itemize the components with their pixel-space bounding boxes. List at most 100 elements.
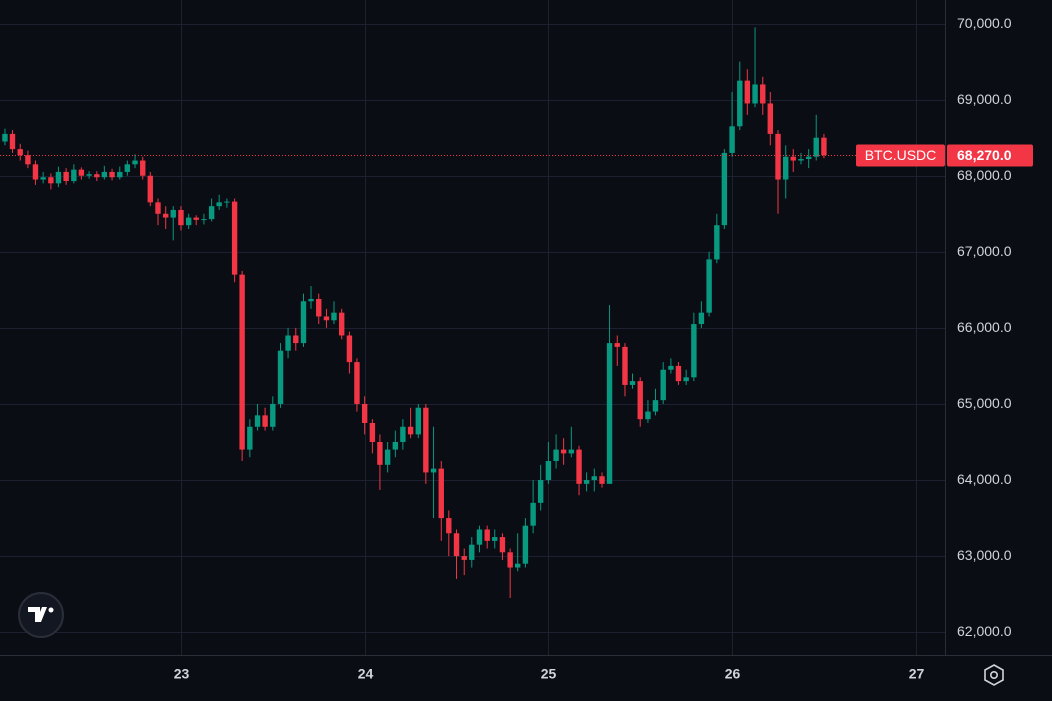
candle-body [744, 80, 751, 104]
candle-body [132, 160, 138, 165]
x-tick-label: 26 [725, 666, 741, 682]
candle-body [737, 80, 743, 127]
candle-body [201, 219, 207, 221]
settings-icon-center [989, 670, 998, 679]
candle-body [783, 156, 789, 180]
candle-body [522, 525, 529, 564]
y-tick-label: 62,000.0 [957, 623, 1012, 639]
candle-body [17, 149, 23, 156]
candle-body [752, 84, 758, 104]
candle-body [354, 362, 360, 404]
y-tick-label: 70,000.0 [957, 15, 1012, 31]
candle-body [629, 381, 636, 385]
x-tick-label: 24 [358, 666, 374, 682]
candle-body [568, 449, 575, 454]
candle-body [637, 381, 643, 420]
candle-body [55, 171, 62, 184]
candle-body [645, 411, 651, 420]
candle-body [124, 164, 131, 172]
candle-body [614, 343, 620, 347]
candle-body [683, 377, 689, 382]
candle-body [760, 84, 766, 104]
candle-body [155, 202, 161, 214]
candle-body [270, 403, 276, 427]
candle-body [109, 171, 115, 178]
candle-body [821, 137, 827, 156]
candle-body [25, 155, 31, 165]
candle-body [560, 449, 567, 454]
candle-body [384, 449, 391, 465]
candle-body [583, 480, 590, 484]
candle-body [170, 209, 176, 218]
candle-body [675, 365, 682, 382]
candle-body [224, 201, 230, 203]
candle-body [101, 171, 108, 178]
grid [0, 0, 945, 655]
candle-body [484, 529, 490, 541]
candle-body [499, 537, 506, 553]
candle-body [185, 217, 192, 226]
candle-body [706, 259, 712, 313]
candle-body [94, 174, 100, 178]
candle-body [140, 160, 146, 176]
symbol-badge [856, 144, 945, 167]
candle-body [178, 209, 184, 226]
candle-body [767, 103, 773, 134]
candle-body [346, 335, 353, 363]
candle-body [193, 217, 199, 220]
candle-body [537, 480, 544, 503]
candle-body [400, 426, 406, 442]
candle-body [117, 171, 123, 178]
price-badge [947, 144, 1033, 167]
candle-body [277, 350, 284, 404]
candle-body [48, 177, 54, 184]
candle-body [721, 152, 728, 226]
candle-body [86, 174, 92, 176]
candle-body [216, 202, 222, 207]
candle-body [576, 449, 582, 484]
logo[interactable] [18, 592, 64, 638]
candle-body [514, 563, 521, 568]
candle-body [71, 169, 77, 182]
y-tick-label: 64,000.0 [957, 471, 1012, 487]
candle-body [476, 529, 483, 545]
candle-body [714, 225, 720, 260]
candle-body [813, 137, 819, 157]
candle-body [729, 126, 735, 153]
candle-body [2, 133, 8, 142]
symbol-label: BTC.USDC [865, 147, 937, 163]
candle-body [361, 403, 368, 423]
candles [0, 27, 945, 598]
candle-body [805, 156, 812, 159]
candle-body [239, 274, 245, 450]
candle-body [453, 533, 460, 557]
candle-body [338, 312, 345, 336]
candle-body [262, 415, 268, 427]
candle-body [254, 415, 261, 427]
logo-dot [48, 607, 54, 613]
x-tick-label: 23 [174, 666, 190, 682]
candle-body [652, 400, 659, 412]
y-tick-label: 66,000.0 [957, 319, 1012, 335]
candle-body [469, 544, 475, 560]
candle-body [63, 171, 69, 182]
candle-body [691, 324, 697, 378]
candle-body [438, 468, 444, 519]
candle-body [790, 156, 796, 161]
candle-body [492, 537, 498, 541]
candle-body [40, 177, 46, 180]
candle-body [377, 441, 383, 465]
settings-button[interactable] [984, 664, 1004, 686]
candle-body [231, 201, 238, 275]
settings-icon[interactable] [984, 664, 1004, 686]
candle-body [208, 206, 215, 220]
candle-body [147, 175, 153, 203]
candle-body [599, 476, 605, 484]
candle-body [698, 312, 705, 325]
candle-body [78, 169, 85, 176]
y-tick-label: 68,000.0 [957, 167, 1012, 183]
x-tick-label: 25 [541, 666, 557, 682]
candle-body [407, 426, 414, 435]
candle-body [247, 426, 253, 450]
